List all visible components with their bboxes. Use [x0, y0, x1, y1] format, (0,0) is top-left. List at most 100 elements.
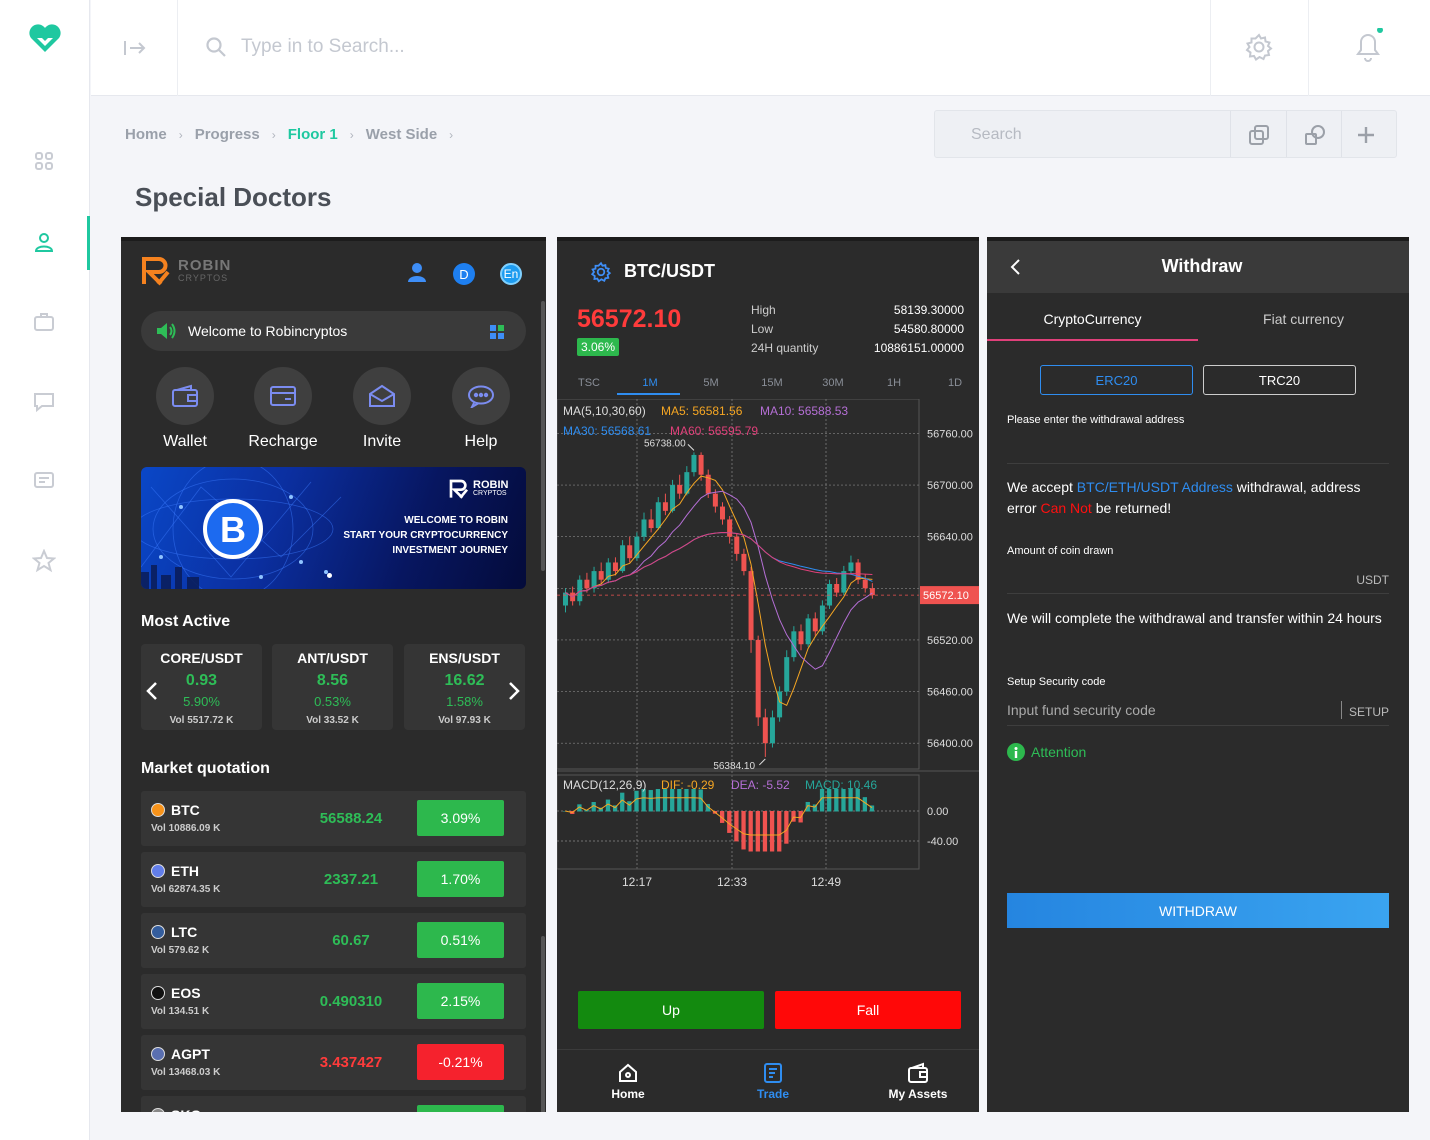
- dashboard-icon[interactable]: [31, 148, 57, 174]
- user-support-icon[interactable]: [407, 261, 427, 288]
- candlestick-chart[interactable]: 56760.00 56700.00 56640.00 56520.00 56460.00…: [557, 399, 979, 889]
- pair-title[interactable]: BTC/USDT: [624, 261, 715, 281]
- message-icon[interactable]: [31, 468, 57, 494]
- low-annotation: 56384.10: [713, 761, 755, 772]
- breadcrumb-home[interactable]: Home: [125, 126, 167, 143]
- x-tick-label: 12:33: [717, 875, 747, 889]
- carousel-dot[interactable]: [327, 573, 332, 578]
- timeframe-tab[interactable]: 1H: [886, 377, 902, 389]
- most-active-card[interactable]: ENS/USDT 16.62 1.58% Vol 97.93 K: [404, 644, 525, 730]
- up-button[interactable]: Up: [578, 991, 764, 1029]
- macd-bar: [677, 789, 682, 812]
- timeframe-tab[interactable]: 30M: [822, 377, 844, 389]
- menu-recharge[interactable]: Recharge: [243, 367, 323, 451]
- chat-bubble-icon: [468, 385, 494, 408]
- withdraw-button[interactable]: WITHDRAW: [1007, 893, 1389, 928]
- grid-icon[interactable]: [489, 324, 505, 345]
- settings-gear-icon[interactable]: [590, 261, 612, 288]
- candle: [620, 545, 626, 572]
- user-icon[interactable]: [31, 229, 57, 255]
- scrollbar[interactable]: [541, 936, 545, 1112]
- breadcrumb-floor[interactable]: Floor 1: [287, 126, 338, 143]
- gear-icon[interactable]: [1244, 32, 1274, 67]
- chain-trc20[interactable]: TRC20: [1203, 365, 1356, 395]
- nav-home[interactable]: Home: [578, 1062, 678, 1101]
- global-search[interactable]: Type in to Search...: [205, 36, 405, 58]
- plus-icon[interactable]: [1354, 123, 1378, 147]
- scrollbar[interactable]: [541, 301, 545, 571]
- expand-sidebar-icon[interactable]: [123, 38, 147, 63]
- ma60-legend: MA60: 56595.79: [670, 424, 758, 438]
- stat-low-label: Low: [751, 322, 774, 336]
- bell-icon[interactable]: [1352, 27, 1386, 69]
- most-active-card[interactable]: ANT/USDT 8.56 0.53% Vol 33.52 K: [272, 644, 393, 730]
- star-icon[interactable]: [31, 548, 57, 574]
- macd-bar: [620, 792, 625, 812]
- nav-my-assets[interactable]: My Assets: [868, 1062, 968, 1101]
- market-row[interactable]: ETH Vol 62874.35 K 2337.21 1.70%: [141, 852, 526, 907]
- macd-bar: [869, 805, 875, 812]
- card-volume: Vol 97.93 K: [438, 715, 491, 726]
- toolbar-search-input[interactable]: Search: [971, 126, 1022, 143]
- coin-icon: [151, 1047, 165, 1061]
- chain-erc20[interactable]: ERC20: [1040, 365, 1193, 395]
- coin-volume: Vol 579.62 K: [151, 945, 210, 956]
- search-input[interactable]: Type in to Search...: [241, 36, 405, 57]
- fall-button[interactable]: Fall: [775, 991, 961, 1029]
- account-badge[interactable]: D: [453, 263, 475, 285]
- market-row[interactable]: EOS Vol 134.51 K 0.490310 2.15%: [141, 974, 526, 1029]
- candle: [784, 657, 790, 692]
- copy-icon[interactable]: [1247, 123, 1271, 147]
- coin-symbol: EOS: [171, 985, 201, 1001]
- breadcrumb-progress[interactable]: Progress: [194, 126, 260, 143]
- market-row[interactable]: LTC Vol 579.62 K 60.67 0.51%: [141, 913, 526, 968]
- nav-trade[interactable]: Trade: [723, 1062, 823, 1101]
- market-row[interactable]: BTC Vol 10886.09 K 56588.24 3.09%: [141, 791, 526, 846]
- setup-button[interactable]: SETUP: [1348, 705, 1389, 719]
- menu-invite[interactable]: Invite: [342, 367, 422, 451]
- shapes-icon[interactable]: [1303, 123, 1327, 147]
- coin-icon: [151, 864, 165, 878]
- timeframe-tab[interactable]: 1D: [947, 377, 963, 389]
- chevron-left-icon[interactable]: [146, 681, 158, 706]
- language-badge[interactable]: En: [500, 263, 522, 285]
- timeframe-tab[interactable]: TSC: [578, 377, 600, 389]
- promo-banner[interactable]: B ROBIN CRYPTOS WELCOME TO ROBIN START Y…: [141, 467, 526, 589]
- tab-cryptocurrency[interactable]: CryptoCurrency: [1043, 311, 1142, 327]
- macd-bar: [634, 790, 639, 812]
- welcome-banner[interactable]: Welcome to Robincryptos: [141, 311, 526, 351]
- candle: [655, 502, 661, 529]
- briefcase-icon[interactable]: [31, 309, 57, 335]
- most-active-card[interactable]: CORE/USDT 0.93 5.90% Vol 5517.72 K: [141, 644, 262, 730]
- wallet-icon: [908, 1062, 928, 1083]
- macd-bar: [698, 789, 703, 812]
- macd-bar: [841, 789, 846, 812]
- banner-brand-sub: CRYPTOS: [473, 490, 507, 497]
- chevron-right-icon[interactable]: [508, 681, 520, 706]
- y-tick-label: 56520.00: [927, 635, 973, 647]
- back-chevron-icon[interactable]: [1009, 258, 1021, 281]
- security-code-input[interactable]: Input fund security code: [1007, 702, 1156, 718]
- market-row[interactable]: AGPT Vol 13468.03 K 3.437427 -0.21%: [141, 1035, 526, 1090]
- sidebar-active-indicator: [87, 216, 90, 270]
- amount-input[interactable]: [1007, 593, 1389, 594]
- market-row[interactable]: SKG: [141, 1096, 526, 1112]
- address-input[interactable]: [1007, 463, 1389, 464]
- coin-symbol: BTC: [171, 802, 200, 818]
- coin-icon: [151, 986, 165, 1000]
- chat-icon[interactable]: [31, 389, 57, 415]
- timeframe-tab[interactable]: 15M: [761, 377, 783, 389]
- candle: [748, 571, 754, 640]
- timeframe-tab[interactable]: 1M: [642, 377, 658, 389]
- x-tick-label: 12:17: [622, 875, 652, 889]
- candle: [612, 562, 618, 572]
- attention-link[interactable]: Attention: [1031, 744, 1087, 760]
- timeframe-tab[interactable]: 5M: [703, 377, 719, 389]
- menu-help[interactable]: Help: [441, 367, 521, 451]
- breadcrumb-west-side[interactable]: West Side: [365, 126, 438, 143]
- tab-fiat-currency[interactable]: Fiat currency: [1263, 311, 1344, 327]
- menu-wallet[interactable]: Wallet: [145, 367, 225, 451]
- coin-symbol: AGPT: [171, 1046, 210, 1062]
- brand-logo-icon[interactable]: [28, 24, 62, 59]
- macd-dea-legend: DEA: -5.52: [731, 778, 790, 792]
